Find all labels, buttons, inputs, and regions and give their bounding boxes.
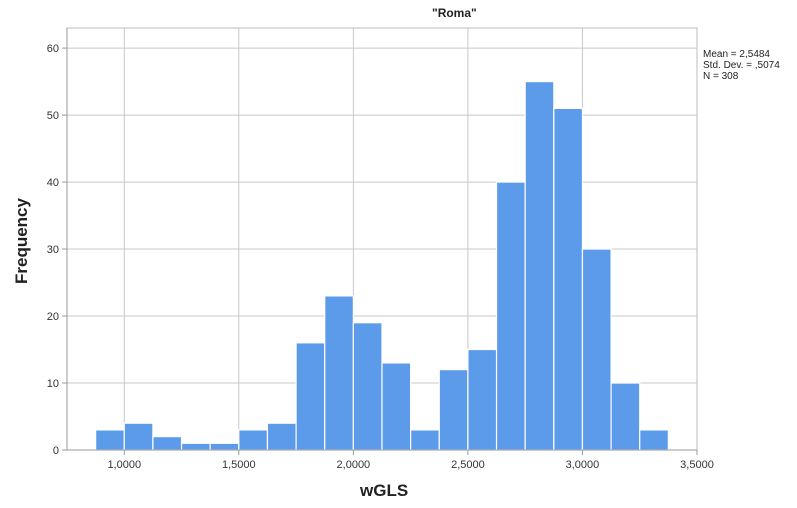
y-tick-label: 20: [47, 311, 59, 323]
histogram-bar: [324, 295, 354, 451]
x-tick-label: 2,5000: [451, 459, 485, 471]
histogram-bar: [495, 181, 526, 451]
stat-std-dev: Std. Dev. = ,5074: [703, 60, 780, 71]
histogram-bar: [295, 342, 326, 451]
histogram-bar: [152, 436, 183, 451]
y-tick-label: 10: [47, 378, 59, 390]
histogram-bar: [95, 429, 125, 451]
y-tick-label: 40: [47, 177, 59, 189]
histogram-bar: [553, 107, 584, 451]
x-axis-label: wGLS: [360, 481, 409, 500]
histogram-bar: [180, 442, 211, 451]
stat-mean: Mean = 2,5484: [703, 49, 770, 60]
histogram-bar: [467, 348, 498, 451]
histogram-bar: [438, 369, 469, 451]
histogram-bar: [352, 322, 383, 451]
stat-n: N = 308: [703, 71, 739, 82]
histogram-bar: [524, 80, 555, 451]
y-tick-label: 30: [47, 244, 59, 256]
x-tick-label: 1,5000: [222, 459, 256, 471]
histogram-bar: [123, 422, 154, 451]
histogram-bar: [266, 422, 297, 451]
histogram-bar: [639, 429, 669, 451]
histogram-bar: [381, 362, 412, 451]
y-tick-label: 60: [47, 43, 59, 55]
x-tick-label: 3,0000: [566, 459, 600, 471]
y-axis-label: Frequency: [12, 198, 31, 284]
stats-box: Mean = 2,5484 Std. Dev. = ,5074 N = 308: [703, 49, 780, 82]
histogram-bar: [410, 429, 440, 451]
x-tick-label: 2,0000: [337, 459, 371, 471]
histogram-bar: [209, 442, 240, 451]
x-tick-label: 1,0000: [107, 459, 141, 471]
histogram-bar: [238, 429, 269, 451]
y-tick-label: 50: [47, 110, 59, 122]
histogram-bar: [581, 248, 612, 451]
histogram-bar: [610, 382, 641, 451]
y-tick-label: 0: [53, 445, 59, 457]
x-tick-label: 3,5000: [680, 459, 714, 471]
